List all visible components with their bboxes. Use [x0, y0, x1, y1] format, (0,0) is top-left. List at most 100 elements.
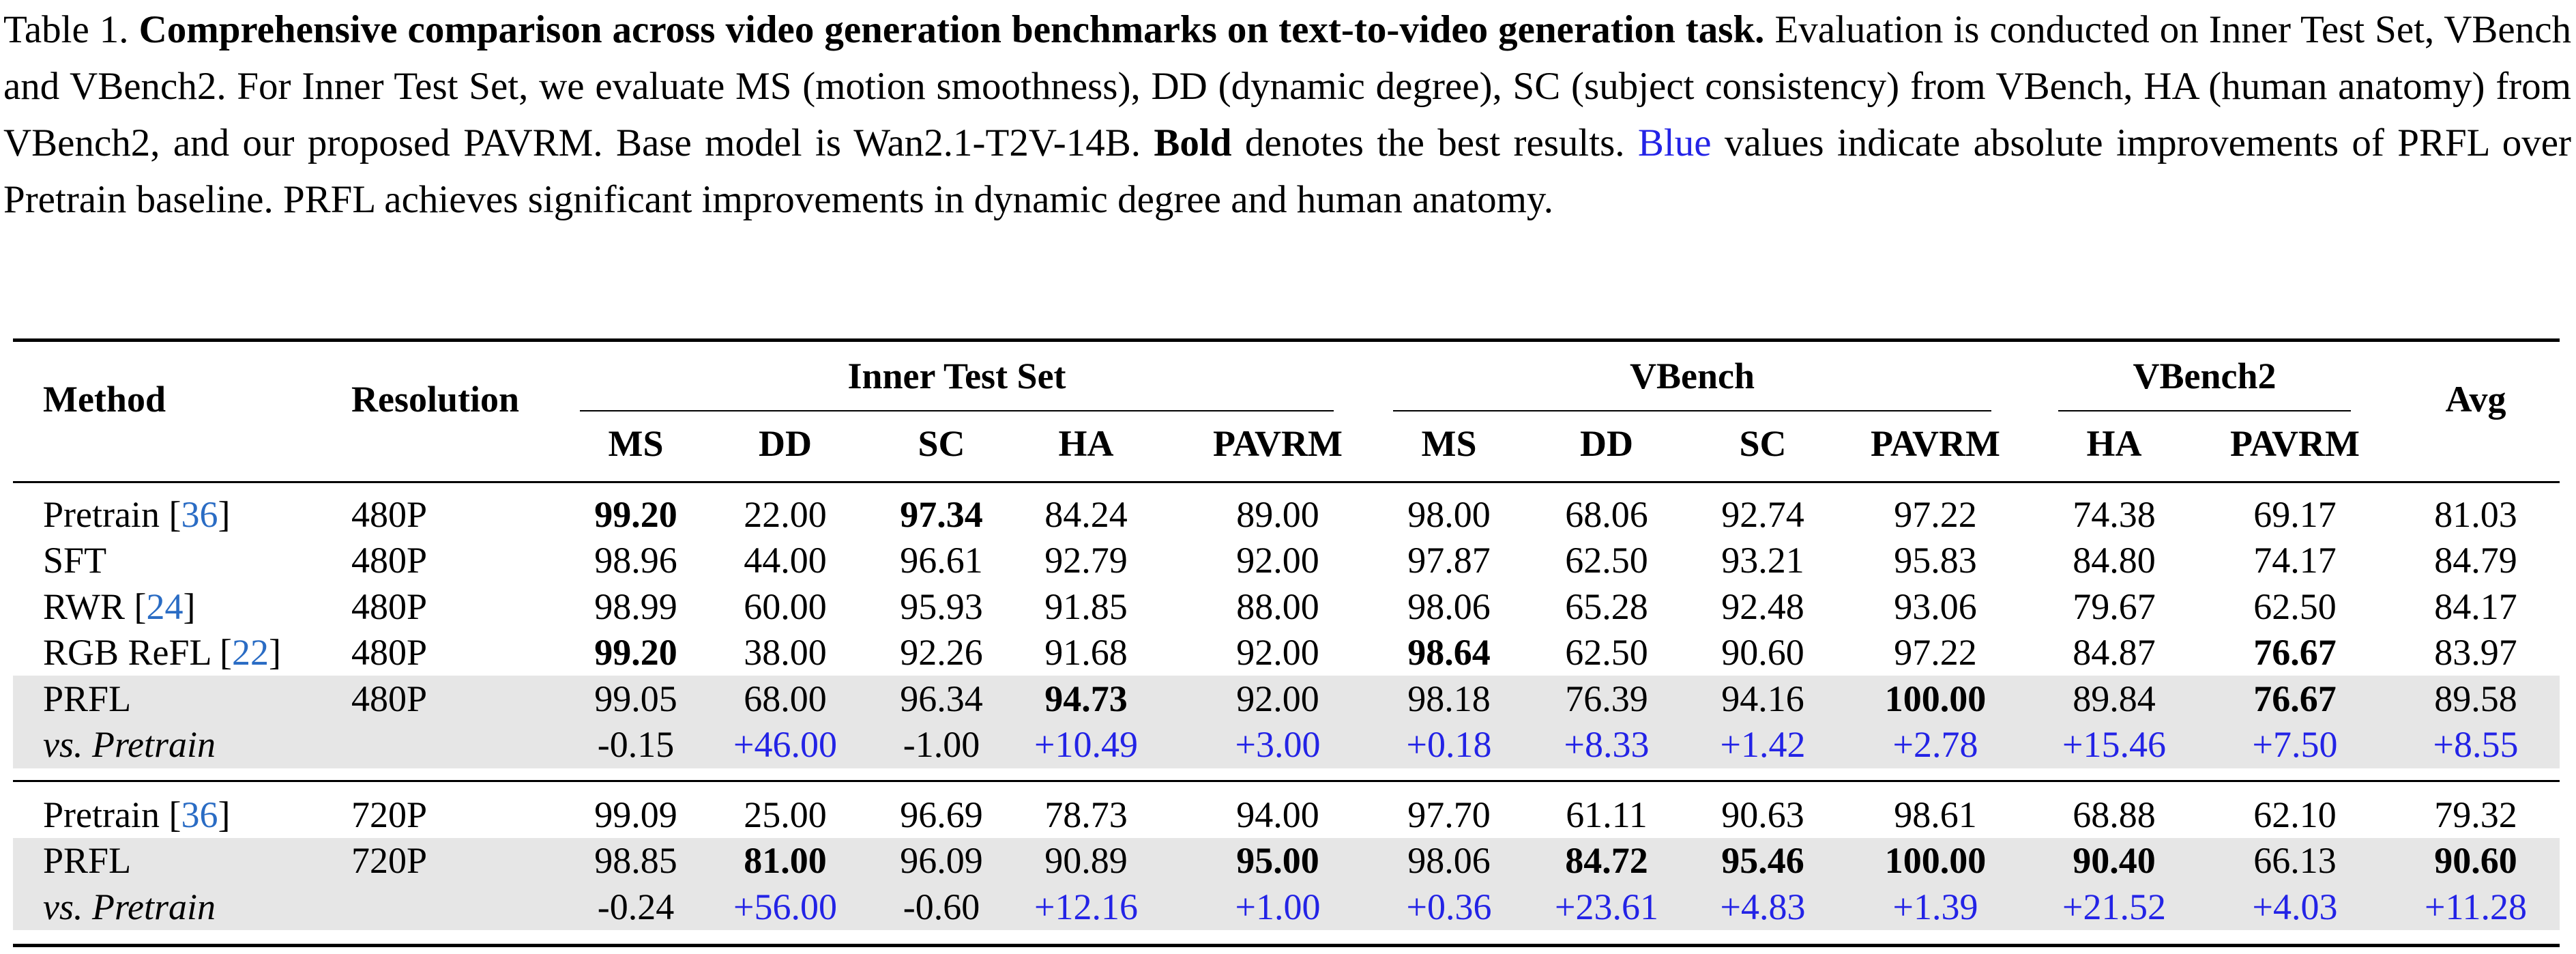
value-cell: 98.00	[1407, 494, 1491, 535]
method: Pretrain	[43, 494, 160, 535]
value-cell: 84.80	[2073, 540, 2156, 581]
value-cell: 61.11	[1566, 794, 1648, 835]
value-cell: 92.74	[1721, 494, 1804, 535]
method-cell: Pretrain [36]	[43, 493, 230, 536]
citation: [22]	[220, 632, 281, 674]
method-cell: RWR [24]	[43, 586, 196, 628]
caption: Table 1. Comprehensive comparison across…	[3, 1, 2571, 228]
value-cell: 90.40	[2073, 840, 2156, 882]
value-cell: 89.00	[1236, 494, 1319, 535]
header: Method	[43, 379, 166, 420]
value-cell: -0.15	[597, 724, 675, 765]
value-cell: 98.06	[1407, 840, 1491, 882]
value-cell: 88.00	[1236, 586, 1319, 627]
value-cell: +4.03	[2252, 886, 2338, 927]
resolution-cell: 480P	[351, 540, 428, 581]
value-cell: +4.83	[1720, 886, 1806, 927]
group-rule	[2058, 410, 2351, 411]
value-cell: 93.06	[1894, 586, 1977, 627]
value-cell: 69.17	[2253, 494, 2337, 535]
header-rule	[13, 481, 2560, 483]
value-cell: 74.38	[2073, 494, 2156, 535]
value-cell: 97.22	[1894, 494, 1977, 535]
value-cell: 22.00	[744, 494, 827, 535]
value-cell: 84.79	[2434, 540, 2517, 581]
value-cell: 96.34	[900, 678, 983, 719]
method-cell: RGB ReFL [22]	[43, 631, 281, 674]
value-cell: 99.20	[594, 632, 677, 674]
value-cell: 92.00	[1236, 632, 1319, 674]
column-header: PAVRM	[1213, 423, 1343, 464]
method-cell: vs. Pretrain	[43, 886, 216, 928]
value-cell: +21.52	[2062, 886, 2166, 927]
block-rule	[13, 780, 2560, 782]
value-cell: 84.72	[1565, 840, 1648, 882]
resolution-cell: 480P	[351, 494, 428, 535]
value-cell: +10.49	[1034, 724, 1138, 765]
value-cell: +8.55	[2433, 724, 2519, 765]
row-shade	[13, 837, 2560, 885]
column-header: PAVRM	[1871, 423, 2000, 464]
method: vs. Pretrain	[43, 724, 216, 765]
value-cell: 90.60	[2434, 840, 2517, 882]
method: Pretrain	[43, 794, 160, 835]
value-cell: 92.48	[1721, 586, 1804, 627]
citation: [36]	[169, 794, 231, 835]
top-rule	[13, 338, 2560, 342]
value-cell: 92.79	[1044, 540, 1128, 581]
value-cell: 97.87	[1407, 540, 1491, 581]
caption-label: Table 1.	[3, 8, 129, 51]
caption-bold-word: Bold	[1154, 121, 1232, 164]
method: RGB ReFL	[43, 632, 211, 674]
group-header: VBench	[1629, 356, 1755, 396]
value-cell: 76.67	[2253, 632, 2337, 674]
value-cell: 98.06	[1407, 586, 1491, 627]
resolution-cell: 480P	[351, 586, 428, 627]
value-cell: +3.00	[1235, 724, 1321, 765]
row-shade	[13, 884, 2560, 931]
value-cell: 60.00	[744, 586, 827, 627]
value-cell: 98.61	[1894, 794, 1977, 835]
method: RWR	[43, 586, 126, 627]
value-cell: 98.64	[1407, 632, 1491, 674]
value-cell: 76.67	[2253, 678, 2337, 719]
value-cell: 68.06	[1565, 494, 1648, 535]
value-cell: 38.00	[744, 632, 827, 674]
value-cell: 90.89	[1044, 840, 1128, 882]
group-rule	[580, 410, 1334, 411]
value-cell: 95.93	[900, 586, 983, 627]
value-cell: +12.16	[1034, 886, 1138, 927]
row-shade	[13, 675, 2560, 723]
value-cell: 99.09	[594, 794, 677, 835]
value-cell: 98.96	[594, 540, 677, 581]
method-cell: PRFL	[43, 678, 131, 720]
citation: [36]	[169, 494, 231, 535]
group-header: Inner Test Set	[847, 356, 1066, 396]
value-cell: 100.00	[1884, 678, 1987, 719]
value-cell: -0.60	[903, 886, 980, 927]
value-cell: 83.97	[2434, 632, 2517, 674]
column-header: SC	[918, 423, 965, 464]
value-cell: 99.05	[594, 678, 677, 719]
value-cell: 92.00	[1236, 678, 1319, 719]
value-cell: +8.33	[1564, 724, 1650, 765]
value-cell: 89.58	[2434, 678, 2517, 719]
citation: [24]	[134, 586, 196, 627]
group-header: VBench2	[2133, 356, 2277, 396]
value-cell: 62.50	[2253, 586, 2337, 627]
caption-text: Evaluation is conducted on Inner Test Se…	[3, 8, 2572, 164]
value-cell: 96.69	[900, 794, 983, 835]
value-cell: 68.00	[744, 678, 827, 719]
value-cell: 62.50	[1565, 540, 1648, 581]
value-cell: 44.00	[744, 540, 827, 581]
value-cell: 89.84	[2073, 678, 2156, 719]
column-header: DD	[1580, 423, 1633, 464]
value-cell: 92.00	[1236, 540, 1319, 581]
value-cell: 84.24	[1044, 494, 1128, 535]
value-cell: 95.46	[1721, 840, 1804, 882]
value-cell: +2.78	[1892, 724, 1978, 765]
value-cell: +56.00	[733, 886, 837, 927]
value-cell: 74.17	[2253, 540, 2337, 581]
value-cell: 76.39	[1565, 678, 1648, 719]
value-cell: +15.46	[2062, 724, 2166, 765]
